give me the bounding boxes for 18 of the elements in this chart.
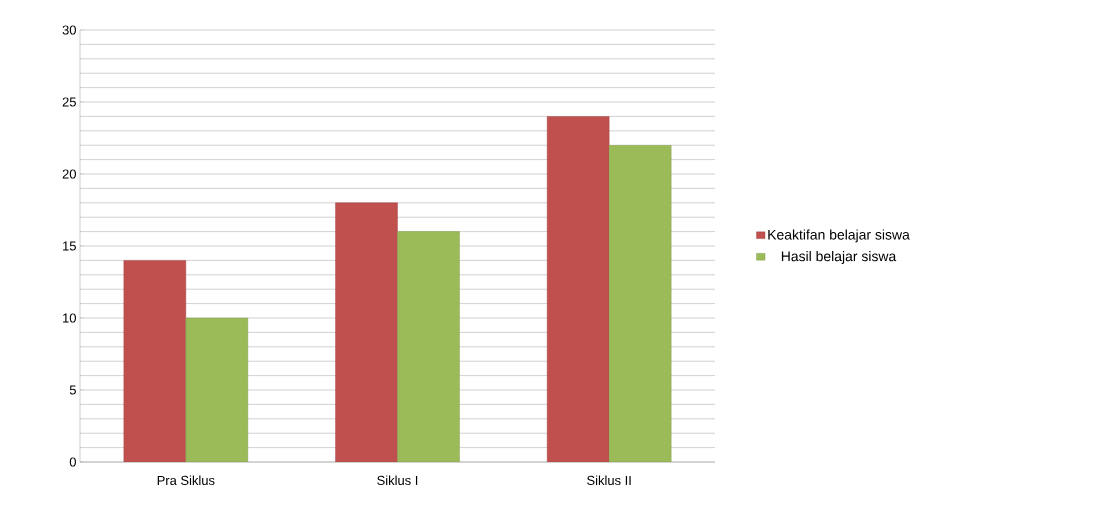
y-tick-label: 10 (63, 313, 76, 323)
bar (123, 260, 187, 462)
y-tick-label: 25 (62, 97, 76, 107)
bar (335, 202, 398, 462)
y-tick-label: 15 (63, 241, 76, 251)
x-tick-label: Siklus II (587, 475, 631, 486)
legend-label: Hasil belajar siswa (781, 250, 897, 264)
bar (546, 116, 610, 462)
bar (397, 231, 460, 462)
legend-label: Keaktifan belajar siswa (768, 229, 910, 243)
x-tick-label: Pra Siklus (157, 475, 215, 486)
y-tick-label: 5 (69, 385, 76, 395)
bar (608, 145, 672, 462)
y-tick-label: 30 (62, 25, 76, 35)
y-tick-label: 20 (62, 169, 76, 179)
x-tick-label: Siklus I (377, 475, 418, 486)
bar (185, 317, 249, 462)
y-tick-label: 0 (69, 457, 76, 467)
